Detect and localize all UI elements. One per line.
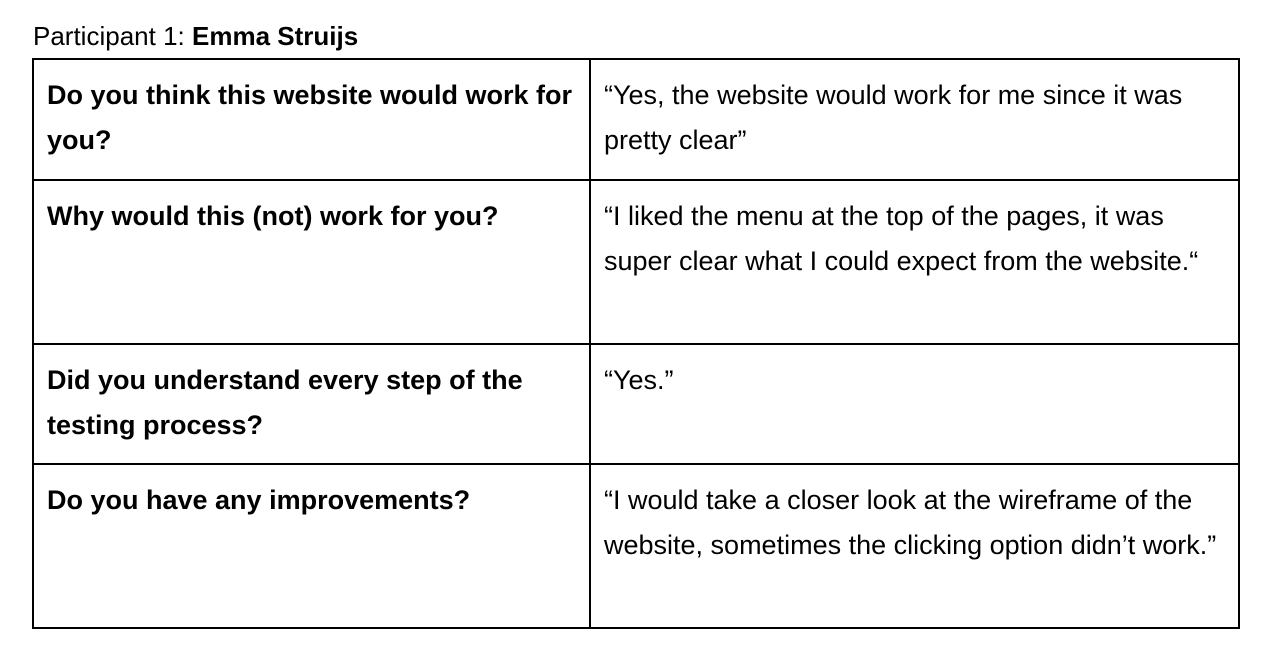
participant-name: Emma Struijs xyxy=(191,21,359,51)
answer-cell: “Yes, the website would work for me sinc… xyxy=(589,58,1240,181)
question-cell: Why would this (not) work for you? xyxy=(32,179,591,345)
interview-table: Do you think this website would work for… xyxy=(32,58,1240,629)
table-row: Do you have any improvements? “I would t… xyxy=(32,463,1240,629)
answer-cell: “I liked the menu at the top of the page… xyxy=(589,179,1240,345)
answer-cell: “I would take a closer look at the wiref… xyxy=(589,463,1240,629)
question-cell: Did you understand every step of the tes… xyxy=(32,343,591,465)
participant-heading: Participant 1: Emma Struijs xyxy=(33,18,358,54)
answer-cell: “Yes.” xyxy=(589,343,1240,465)
participant-label: Participant 1: xyxy=(33,21,192,51)
question-cell: Do you think this website would work for… xyxy=(32,58,591,181)
table-row: Do you think this website would work for… xyxy=(32,58,1240,181)
table-row: Why would this (not) work for you? “I li… xyxy=(32,179,1240,345)
question-cell: Do you have any improvements? xyxy=(32,463,591,629)
table-row: Did you understand every step of the tes… xyxy=(32,343,1240,465)
